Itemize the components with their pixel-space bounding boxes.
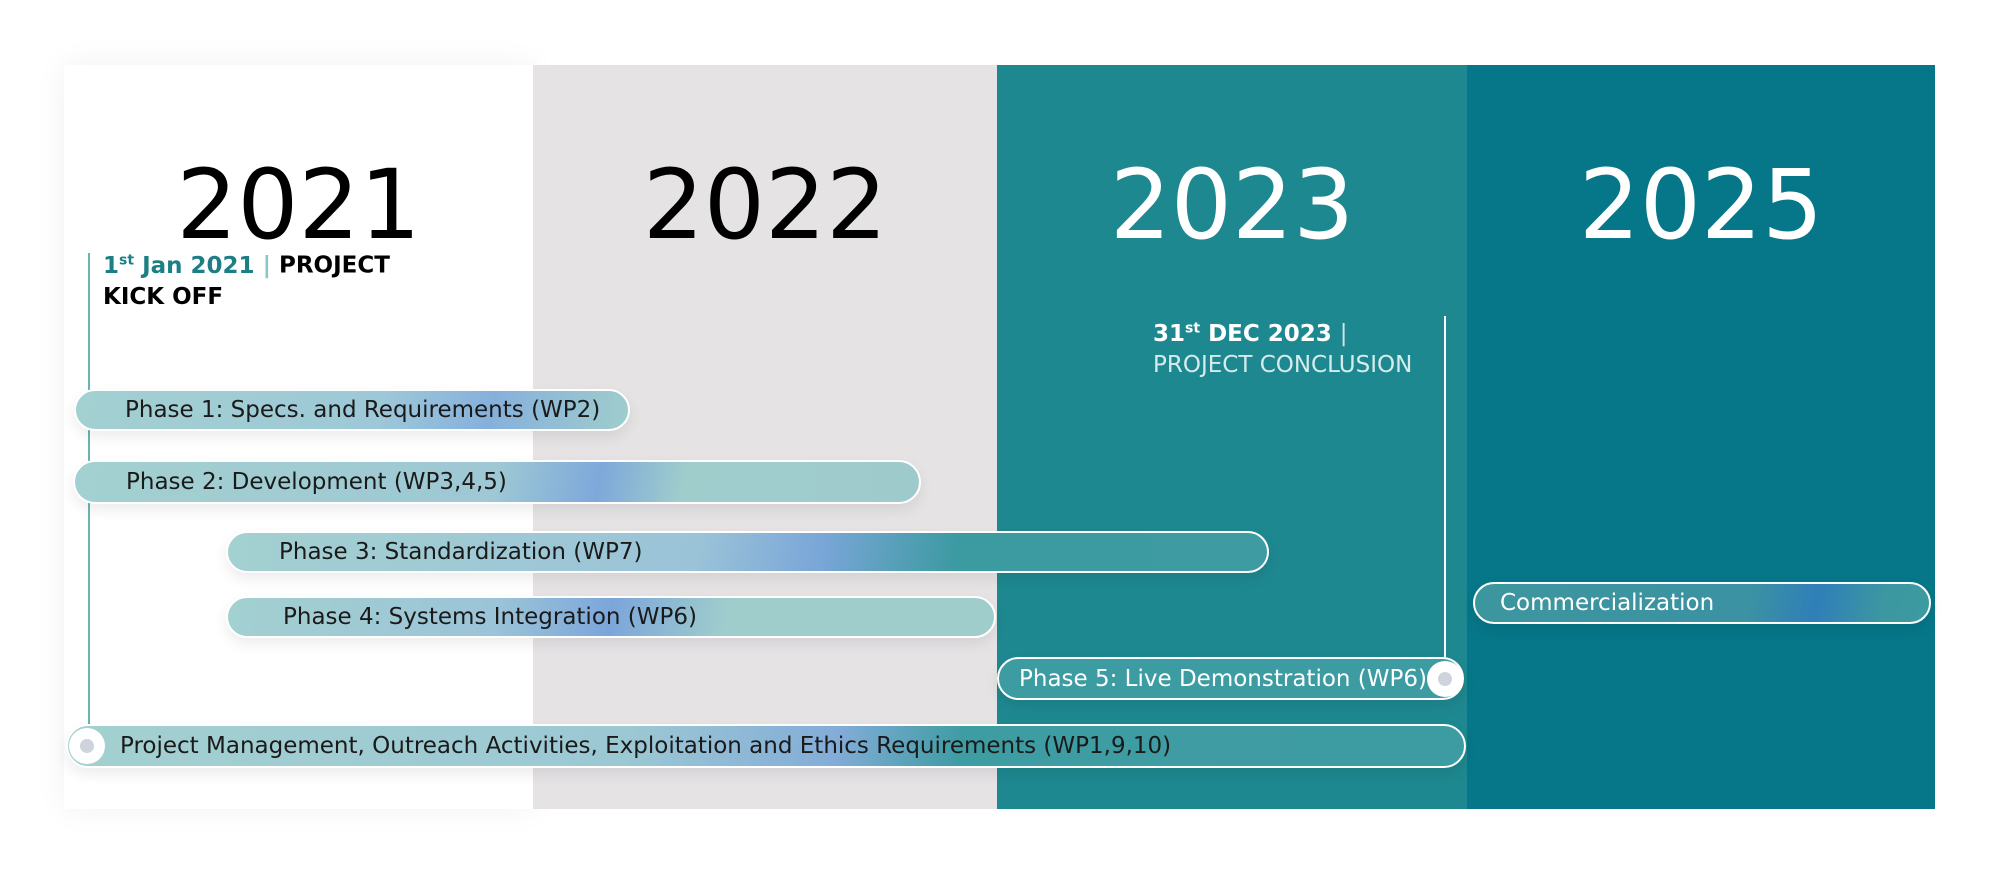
phase-bar: Project Management, Outreach Activities,… [66, 724, 1466, 768]
date: Jan 2021 [142, 252, 255, 279]
milestone-label: PROJECT CONCLUSION [1153, 351, 1413, 378]
milestone-date: 1st Jan 2021 [103, 252, 255, 279]
phase-bar: Phase 1: Specs. and Requirements (WP2) [74, 389, 630, 431]
day: 31 [1153, 320, 1186, 347]
year-label: 2023 [1109, 149, 1355, 261]
milestone: 31st DEC 2023 | PROJECT CONCLUSION [1153, 313, 1453, 381]
year-column: 2021 [64, 65, 533, 809]
conclusion-line [1444, 316, 1446, 679]
phase-bar: Commercialization [1473, 582, 1931, 624]
ordinal: st [1185, 320, 1201, 336]
day: 1 [103, 252, 120, 279]
ordinal: st [119, 252, 135, 268]
phase-bar: Phase 5: Live Demonstration (WP6) [997, 657, 1464, 700]
milestone-dot [69, 728, 105, 764]
separator: | [1339, 320, 1348, 347]
year-column: 2022 [533, 65, 997, 809]
phase-bar: Phase 4: Systems Integration (WP6) [226, 596, 996, 638]
phase-bar: Phase 3: Standardization (WP7) [226, 531, 1269, 573]
year-label: 2022 [642, 149, 888, 261]
milestone-date: 31st DEC 2023 [1153, 320, 1332, 347]
milestone-label: PROJECT KICK OFF [103, 252, 390, 310]
separator: | [262, 252, 271, 279]
year-label: 2021 [176, 149, 421, 261]
year-column: 2025 [1467, 65, 1935, 809]
milestone-dot [1427, 661, 1463, 697]
year-label: 2025 [1578, 149, 1824, 261]
phase-bar: Phase 2: Development (WP3,4,5) [73, 460, 921, 504]
milestone: 1st Jan 2021 | PROJECT KICK OFF [103, 245, 393, 313]
date: DEC 2023 [1208, 320, 1332, 347]
